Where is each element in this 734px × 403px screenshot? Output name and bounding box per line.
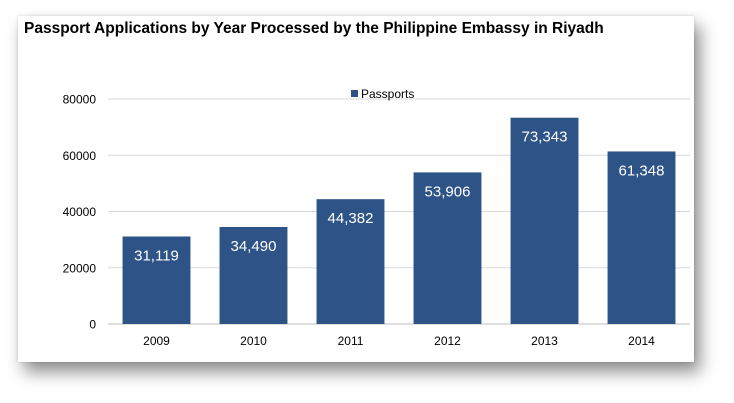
x-tick-label: 2012 — [434, 334, 461, 348]
x-tick-label: 2010 — [240, 334, 267, 348]
y-tick-label: 0 — [89, 318, 96, 332]
bar — [316, 199, 385, 324]
bar — [122, 236, 191, 324]
x-tick-label: 2011 — [338, 334, 364, 348]
gridlines — [108, 98, 690, 325]
bar-value-label: 73,343 — [522, 129, 568, 146]
legend-swatch — [351, 90, 358, 97]
bar-value-label: 53,906 — [425, 183, 471, 200]
bar-value-label: 44,382 — [328, 210, 374, 227]
y-tick-label: 40000 — [63, 205, 97, 219]
chart-title: Passport Applications by Year Processed … — [24, 20, 604, 37]
y-tick-label: 80000 — [63, 93, 97, 107]
x-tick-label: 2013 — [531, 334, 558, 348]
bar — [607, 151, 676, 324]
y-axis-ticks: 0 20000 40000 60000 80000 — [63, 93, 97, 332]
x-tick-label: 2014 — [628, 334, 655, 348]
bar-value-label: 34,490 — [231, 238, 277, 255]
bars: 31,119 34,490 44,382 53,906 73,343 61,348 — [122, 117, 676, 324]
bar — [413, 172, 482, 324]
y-tick-label: 20000 — [63, 261, 97, 275]
x-tick-label: 2009 — [143, 334, 170, 348]
bar-value-label: 61,348 — [619, 162, 665, 179]
bar-value-label: 31,119 — [134, 247, 179, 264]
legend: Passports — [351, 87, 414, 101]
y-tick-label: 60000 — [63, 149, 97, 163]
x-axis-ticks: 2009 2010 2011 2012 2013 2014 — [143, 334, 655, 348]
bar — [219, 226, 288, 324]
legend-label: Passports — [361, 87, 414, 101]
bar — [510, 117, 579, 324]
